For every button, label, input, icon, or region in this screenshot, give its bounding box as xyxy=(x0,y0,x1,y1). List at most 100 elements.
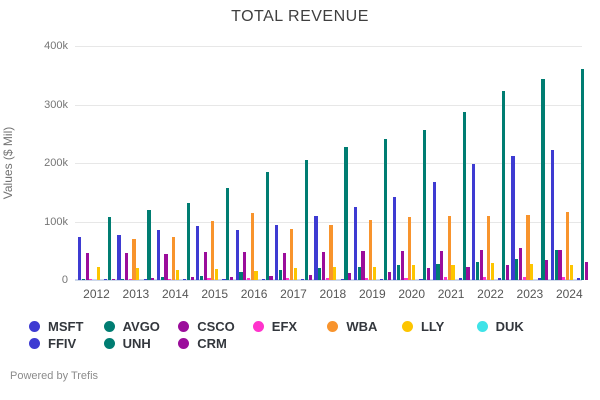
bar-CRM-2021[interactable] xyxy=(466,267,470,280)
bar-CRM-2024[interactable] xyxy=(584,262,588,280)
bar-CSCO-2020[interactable] xyxy=(400,251,404,280)
bar-FFIV-2019[interactable] xyxy=(380,278,384,280)
bar-EFX-2018[interactable] xyxy=(325,278,329,280)
bar-EFX-2014[interactable] xyxy=(168,278,172,280)
legend-item-LLY[interactable]: LLY xyxy=(401,318,477,334)
bar-WBA-2013[interactable] xyxy=(132,239,136,280)
bar-WBA-2021[interactable] xyxy=(447,215,451,280)
bar-UNH-2016[interactable] xyxy=(265,171,269,280)
bar-CSCO-2019[interactable] xyxy=(361,250,365,280)
bar-MSFT-2017[interactable] xyxy=(275,225,279,280)
bar-LLY-2018[interactable] xyxy=(333,267,337,280)
bar-CRM-2023[interactable] xyxy=(545,259,549,280)
bar-EFX-2021[interactable] xyxy=(443,277,448,280)
bar-WBA-2023[interactable] xyxy=(526,215,530,280)
bar-CSCO-2022[interactable] xyxy=(479,250,483,280)
bar-UNH-2018[interactable] xyxy=(344,147,348,280)
bar-LLY-2021[interactable] xyxy=(451,264,455,280)
bar-FFIV-2012[interactable] xyxy=(104,279,108,280)
bar-UNH-2019[interactable] xyxy=(383,138,387,280)
bar-LLY-2019[interactable] xyxy=(372,267,376,280)
bar-EFX-2016[interactable] xyxy=(246,278,251,280)
bar-MSFT-2024[interactable] xyxy=(550,150,554,280)
bar-CRM-2020[interactable] xyxy=(426,268,431,280)
bar-MSFT-2018[interactable] xyxy=(314,216,318,280)
bar-FFIV-2013[interactable] xyxy=(143,279,147,280)
bar-LLY-2014[interactable] xyxy=(175,270,179,280)
bar-MSFT-2016[interactable] xyxy=(235,230,239,280)
bar-EFX-2024[interactable] xyxy=(562,276,566,280)
bar-LLY-2020[interactable] xyxy=(411,265,416,280)
bar-WBA-2020[interactable] xyxy=(408,216,412,280)
bar-AVGO-2018[interactable] xyxy=(318,268,322,280)
bar-UNH-2017[interactable] xyxy=(305,160,309,280)
bar-MSFT-2014[interactable] xyxy=(156,229,160,280)
bar-CSCO-2018[interactable] xyxy=(321,251,326,280)
bar-UNH-2015[interactable] xyxy=(226,188,230,280)
bar-FFIV-2016[interactable] xyxy=(261,278,266,280)
bar-MSFT-2012[interactable] xyxy=(78,237,82,280)
bar-CSCO-2012[interactable] xyxy=(85,253,89,280)
bar-LLY-2015[interactable] xyxy=(214,269,219,280)
legend-item-CRM[interactable]: CRM xyxy=(178,335,253,351)
bar-FFIV-2023[interactable] xyxy=(537,278,541,280)
bar-MSFT-2019[interactable] xyxy=(353,207,357,280)
bar-LLY-2024[interactable] xyxy=(569,264,573,280)
bar-CRM-2016[interactable] xyxy=(269,275,273,280)
bar-AVGO-2013[interactable] xyxy=(121,278,125,280)
legend-item-FFIV[interactable]: FFIV xyxy=(29,335,104,351)
bar-MSFT-2022[interactable] xyxy=(472,164,476,280)
bar-EFX-2012[interactable] xyxy=(89,278,93,280)
bar-LLY-2013[interactable] xyxy=(136,267,140,280)
legend-item-CSCO[interactable]: CSCO xyxy=(178,318,253,334)
bar-FFIV-2024[interactable] xyxy=(577,278,581,280)
bar-MSFT-2021[interactable] xyxy=(432,181,436,280)
legend-item-MSFT[interactable]: MSFT xyxy=(29,318,104,334)
legend-item-DUK[interactable]: DUK xyxy=(476,318,552,334)
bar-CSCO-2014[interactable] xyxy=(164,253,168,280)
legend-item-AVGO[interactable]: AVGO xyxy=(103,318,179,334)
bar-UNH-2020[interactable] xyxy=(423,129,427,280)
bar-MSFT-2020[interactable] xyxy=(393,197,397,280)
bar-CRM-2017[interactable] xyxy=(308,274,312,280)
bar-MSFT-2015[interactable] xyxy=(196,225,200,280)
bar-CSCO-2023[interactable] xyxy=(518,247,523,280)
bar-FFIV-2018[interactable] xyxy=(340,278,344,280)
bar-UNH-2012[interactable] xyxy=(108,216,112,280)
bar-LLY-2023[interactable] xyxy=(530,263,534,280)
bar-CRM-2012[interactable] xyxy=(111,278,115,280)
bar-UNH-2022[interactable] xyxy=(502,90,506,280)
bar-LLY-2022[interactable] xyxy=(490,263,494,280)
bar-EFX-2022[interactable] xyxy=(483,277,487,280)
bar-WBA-2022[interactable] xyxy=(487,215,491,280)
bar-EFX-2019[interactable] xyxy=(365,277,369,280)
bar-WBA-2014[interactable] xyxy=(171,236,175,280)
bar-WBA-2015[interactable] xyxy=(211,221,215,280)
legend-item-UNH[interactable]: UNH xyxy=(103,335,179,351)
bar-CSCO-2017[interactable] xyxy=(282,253,286,280)
bar-AVGO-2019[interactable] xyxy=(357,266,361,280)
bar-LLY-2016[interactable] xyxy=(254,271,258,280)
bar-WBA-2019[interactable] xyxy=(368,219,372,280)
bar-UNH-2014[interactable] xyxy=(186,203,190,280)
bar-CRM-2014[interactable] xyxy=(190,277,194,280)
bar-CRM-2013[interactable] xyxy=(151,277,155,280)
bar-LLY-2017[interactable] xyxy=(293,267,297,280)
bar-AVGO-2015[interactable] xyxy=(199,276,204,280)
bar-WBA-2016[interactable] xyxy=(250,212,254,280)
bar-WBA-2017[interactable] xyxy=(290,229,294,280)
bar-AVGO-2022[interactable] xyxy=(475,261,479,280)
bar-AVGO-2012[interactable] xyxy=(81,278,85,280)
bar-UNH-2023[interactable] xyxy=(541,79,545,280)
bar-AVGO-2023[interactable] xyxy=(515,258,519,280)
bar-UNH-2013[interactable] xyxy=(147,209,151,280)
bar-MSFT-2013[interactable] xyxy=(117,235,121,280)
bar-CRM-2022[interactable] xyxy=(505,265,509,280)
bar-EFX-2013[interactable] xyxy=(128,278,132,280)
bar-FFIV-2015[interactable] xyxy=(222,278,226,280)
bar-EFX-2015[interactable] xyxy=(207,278,211,280)
bar-LLY-2012[interactable] xyxy=(96,267,100,280)
bar-AVGO-2020[interactable] xyxy=(396,265,401,280)
bar-EFX-2023[interactable] xyxy=(522,276,526,280)
bar-FFIV-2017[interactable] xyxy=(301,278,305,280)
